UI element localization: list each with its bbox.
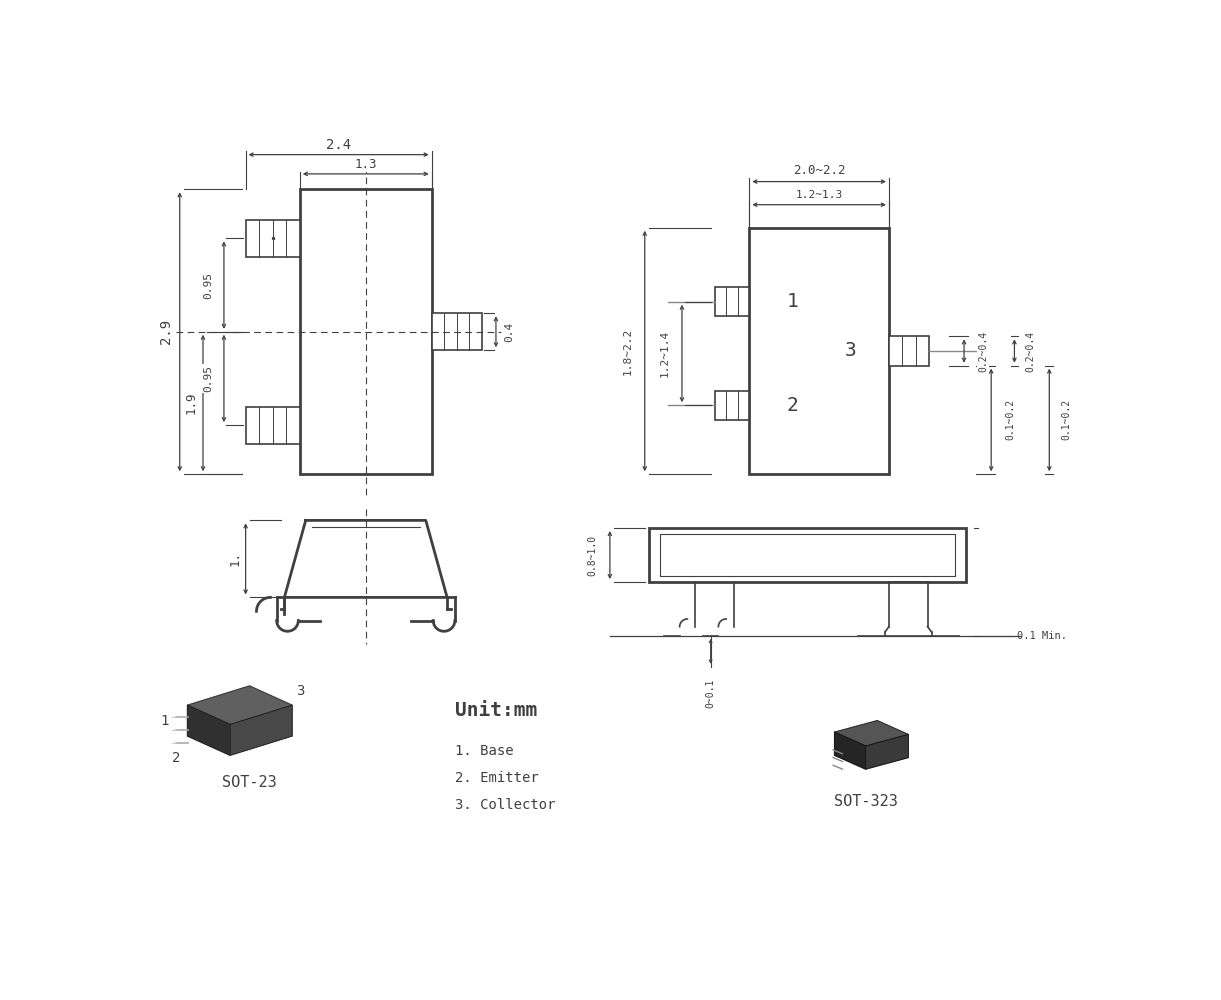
Polygon shape: [835, 721, 908, 746]
Text: SOT-23: SOT-23: [222, 775, 277, 790]
Bar: [300, 189, 432, 474]
Text: 2.0~2.2: 2.0~2.2: [792, 164, 845, 177]
Bar: [889, 336, 929, 366]
Bar: [661, 534, 955, 576]
Polygon shape: [866, 734, 908, 769]
Text: 1.2~1.4: 1.2~1.4: [659, 330, 670, 377]
Polygon shape: [835, 732, 866, 769]
Bar: [245, 407, 300, 444]
Text: 1: 1: [786, 292, 797, 311]
Polygon shape: [230, 705, 292, 755]
Text: 3. Collector: 3. Collector: [455, 798, 556, 812]
Text: 0.95: 0.95: [204, 365, 214, 392]
Bar: [245, 220, 300, 257]
Text: 2.9: 2.9: [159, 319, 173, 344]
Text: 2: 2: [786, 396, 797, 415]
Text: 2. Emitter: 2. Emitter: [455, 771, 538, 785]
Text: 3: 3: [844, 342, 856, 360]
Text: 0.95: 0.95: [204, 272, 214, 299]
Text: 0~0.1: 0~0.1: [706, 678, 716, 708]
Bar: [432, 313, 482, 350]
Text: SOT-323: SOT-323: [834, 794, 897, 809]
Text: 0.2~0.4: 0.2~0.4: [978, 330, 989, 372]
Text: 0.1 Min.: 0.1 Min.: [1017, 631, 1067, 641]
Bar: [750, 228, 889, 474]
Bar: [714, 287, 750, 316]
Text: 0.2~0.4: 0.2~0.4: [1024, 330, 1035, 372]
Text: 1.: 1.: [228, 551, 242, 566]
Text: 2: 2: [172, 751, 179, 765]
Text: 0.8~1.0: 0.8~1.0: [587, 534, 597, 576]
Text: 1.8~2.2: 1.8~2.2: [623, 327, 632, 375]
Text: 3: 3: [295, 684, 304, 698]
Polygon shape: [188, 705, 230, 755]
Text: Unit:mm: Unit:mm: [455, 701, 537, 720]
Text: 0.1~0.2: 0.1~0.2: [1006, 399, 1016, 440]
Text: 1. Base: 1. Base: [455, 744, 514, 758]
Text: 1.3: 1.3: [354, 158, 377, 171]
Bar: [648, 528, 966, 582]
Text: 0.4: 0.4: [504, 322, 514, 342]
Text: 1.9: 1.9: [184, 392, 197, 414]
Text: 1: 1: [160, 714, 168, 728]
Bar: [714, 391, 750, 420]
Text: 1.2~1.3: 1.2~1.3: [796, 190, 842, 200]
Text: 0.1~0.2: 0.1~0.2: [1061, 399, 1071, 440]
Polygon shape: [188, 686, 292, 724]
Text: 2.4: 2.4: [326, 138, 352, 152]
